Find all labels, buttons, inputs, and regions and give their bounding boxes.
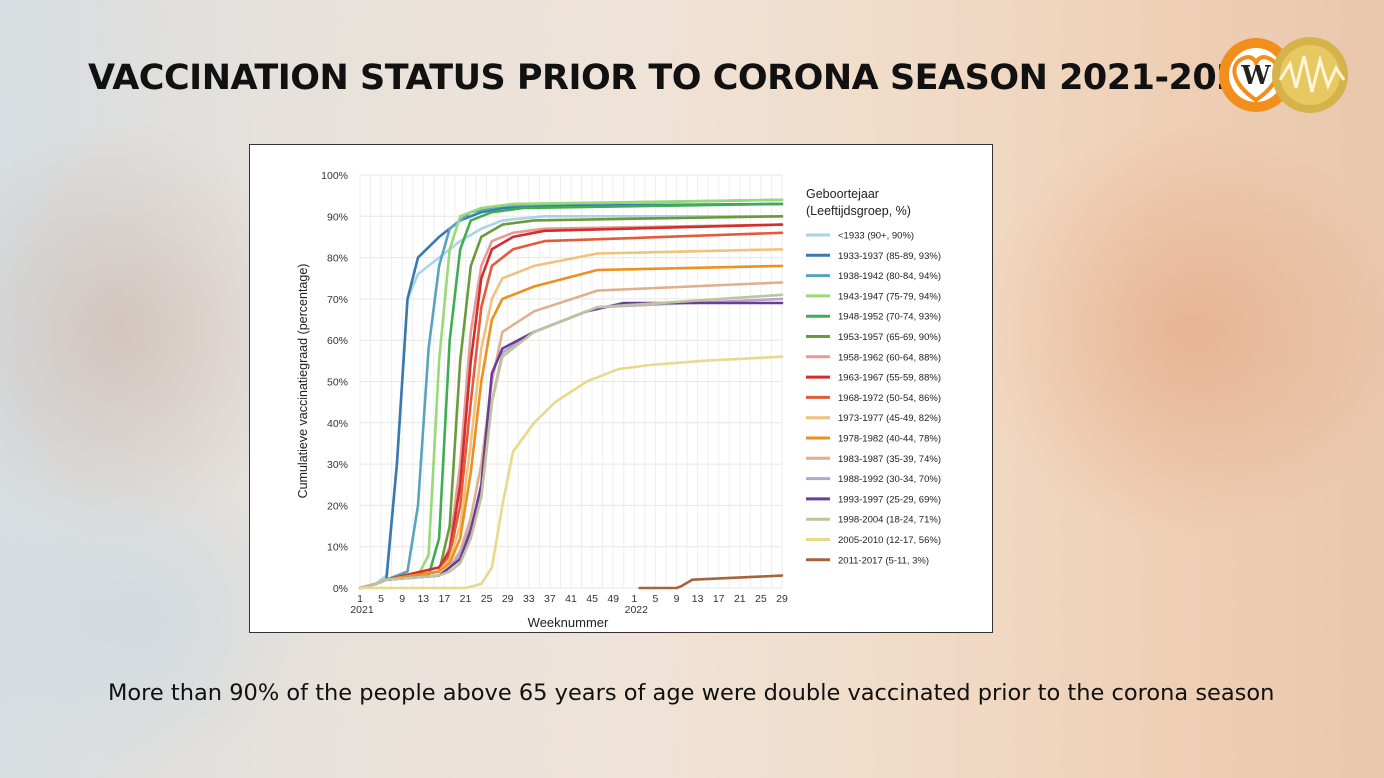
- y-tick-label: 80%: [327, 253, 348, 265]
- y-tick-label: 70%: [327, 294, 348, 306]
- legend-entry: 1933-1937 (85-89, 93%): [838, 251, 941, 262]
- legend-title: Geboortejaar: [806, 187, 879, 201]
- x-tick-label: 45: [586, 593, 598, 605]
- x-tick-label: 21: [460, 593, 472, 605]
- x-year-label: 2022: [625, 604, 649, 616]
- grid-layer: [359, 174, 783, 589]
- x-tick-label: 21: [734, 593, 746, 605]
- y-tick-label: 40%: [327, 418, 348, 430]
- series-layer: [358, 198, 784, 590]
- slide-title: VACCINATION STATUS PRIOR TO CORONA SEASO…: [88, 58, 1264, 98]
- y-tick-label: 10%: [327, 542, 348, 554]
- chart-frame: 0% 10% 20% 30% 40% 50% 60% 70% 80% 90% 100% 1 5 9 13 17…: [249, 144, 993, 633]
- logo-letter: W: [1240, 61, 1271, 91]
- legend-entry: 2005-2010 (12-17, 56%): [838, 535, 941, 546]
- legend-title: (Leeftijdsgroep, %): [806, 204, 911, 218]
- slide-caption: More than 90% of the people above 65 yea…: [108, 680, 1275, 706]
- legend-entry: 1943-1947 (75-79, 94%): [838, 291, 941, 302]
- legend-entry: 1953-1957 (65-69, 90%): [838, 332, 941, 343]
- legend-entry: 1983-1987 (35-39, 74%): [838, 454, 941, 465]
- y-tick-label: 20%: [327, 500, 348, 512]
- x-tick-label: 5: [652, 593, 658, 605]
- background-virus-glow: [980, 120, 1384, 540]
- x-tick-label: 9: [674, 593, 680, 605]
- y-tick-label: 30%: [327, 459, 348, 471]
- x-tick-label: 37: [544, 593, 556, 605]
- series-line: [638, 574, 784, 590]
- x-tick-label: 5: [378, 593, 384, 605]
- chart-legend: Geboortejaar (Leeftijdsgroep, %) <1933 (90…: [806, 187, 941, 566]
- x-tick-label: 49: [607, 593, 619, 605]
- y-axis-label: Cumulatieve vaccinatiegraad (percentage): [296, 264, 310, 499]
- x-tick-label: 13: [417, 593, 429, 605]
- x-tick-label: 9: [399, 593, 405, 605]
- x-tick-label: 41: [565, 593, 577, 605]
- x-tick-label: 25: [755, 593, 767, 605]
- pulse-icon: [1278, 54, 1346, 93]
- x-tick-label: 1: [357, 593, 363, 605]
- y-tick-label: 0%: [333, 583, 348, 595]
- x-axis-label: Weeknummer: [528, 615, 609, 630]
- series-line: [358, 293, 784, 590]
- vaccination-chart: 0% 10% 20% 30% 40% 50% 60% 70% 80% 90% 100% 1 5 9 13 17…: [296, 170, 941, 630]
- y-tick-label: 60%: [327, 335, 348, 347]
- series-line: [358, 355, 784, 590]
- legend-entry: 1963-1967 (55-59, 88%): [838, 373, 941, 384]
- legend-entry: 1938-1942 (80-84, 94%): [838, 271, 941, 282]
- y-tick-label: 100%: [321, 170, 348, 182]
- legend-entry: 1993-1997 (25-29, 69%): [838, 494, 941, 505]
- x-tick-label: 17: [439, 593, 451, 605]
- x-year-label: 2021: [350, 604, 374, 616]
- x-tick-label: 17: [713, 593, 725, 605]
- legend-entry: 1973-1977 (45-49, 82%): [838, 413, 941, 424]
- x-tick-label: 25: [481, 593, 493, 605]
- axis-layer: 0% 10% 20% 30% 40% 50% 60% 70% 80% 90% 100% 1 5 9 13 17…: [321, 170, 788, 616]
- x-tick-label: 29: [502, 593, 514, 605]
- legend-entry: 1948-1952 (70-74, 93%): [838, 312, 941, 323]
- y-tick-label: 50%: [327, 377, 348, 389]
- legend-entry: 1978-1982 (40-44, 78%): [838, 434, 941, 445]
- brand-logo: W: [1218, 34, 1352, 116]
- legend-entry: <1933 (90+, 90%): [838, 231, 914, 242]
- series-line: [358, 215, 784, 590]
- x-tick-label: 29: [776, 593, 788, 605]
- legend-entry: 1958-1962 (60-64, 88%): [838, 352, 941, 363]
- legend-entry: 1998-2004 (18-24, 71%): [838, 515, 941, 526]
- y-tick-label: 90%: [327, 211, 348, 223]
- x-tick-label: 13: [692, 593, 704, 605]
- x-tick-label: 33: [523, 593, 535, 605]
- legend-entry: 2011-2017 (5-11, 3%): [838, 555, 929, 566]
- legend-entry: 1968-1972 (50-54, 86%): [838, 393, 941, 404]
- legend-entry: 1988-1992 (30-34, 70%): [838, 474, 941, 485]
- x-tick-label: 1: [631, 593, 637, 605]
